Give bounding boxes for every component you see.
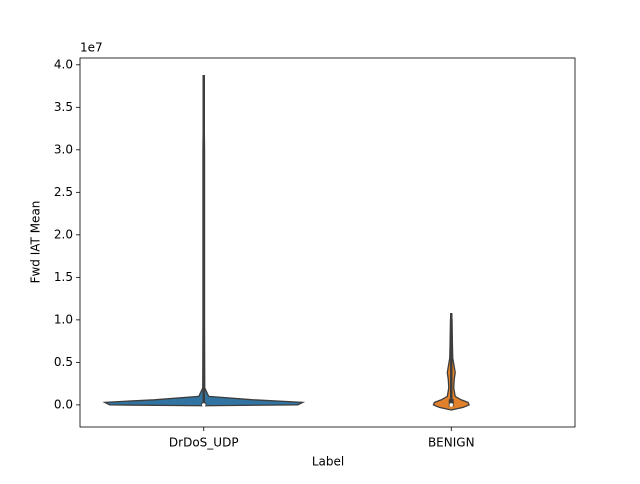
y-tick-label: 1.5 — [54, 270, 73, 284]
y-tick-label: 1.0 — [54, 312, 73, 326]
plot-frame — [79, 57, 576, 428]
x-axis-label: Label — [312, 455, 344, 469]
y-tick-label: 2.0 — [54, 227, 73, 241]
y-tick-label: 3.5 — [54, 100, 73, 114]
violin-median — [449, 403, 454, 407]
y-tick-label: 2.5 — [54, 185, 73, 199]
violin-box — [448, 399, 454, 407]
offset-text: 1e7 — [80, 41, 103, 55]
y-axis-label: Fwd IAT Mean — [29, 201, 43, 284]
x-tick-label: BENIGN — [428, 436, 475, 450]
y-tick-label: 4.0 — [54, 57, 73, 71]
violin-median — [201, 403, 206, 407]
y-tick-label: 0.0 — [54, 397, 73, 411]
x-tick-label: DrDoS_UDP — [169, 436, 239, 450]
y-tick-label: 0.5 — [54, 355, 73, 369]
y-tick-label: 3.0 — [54, 142, 73, 156]
